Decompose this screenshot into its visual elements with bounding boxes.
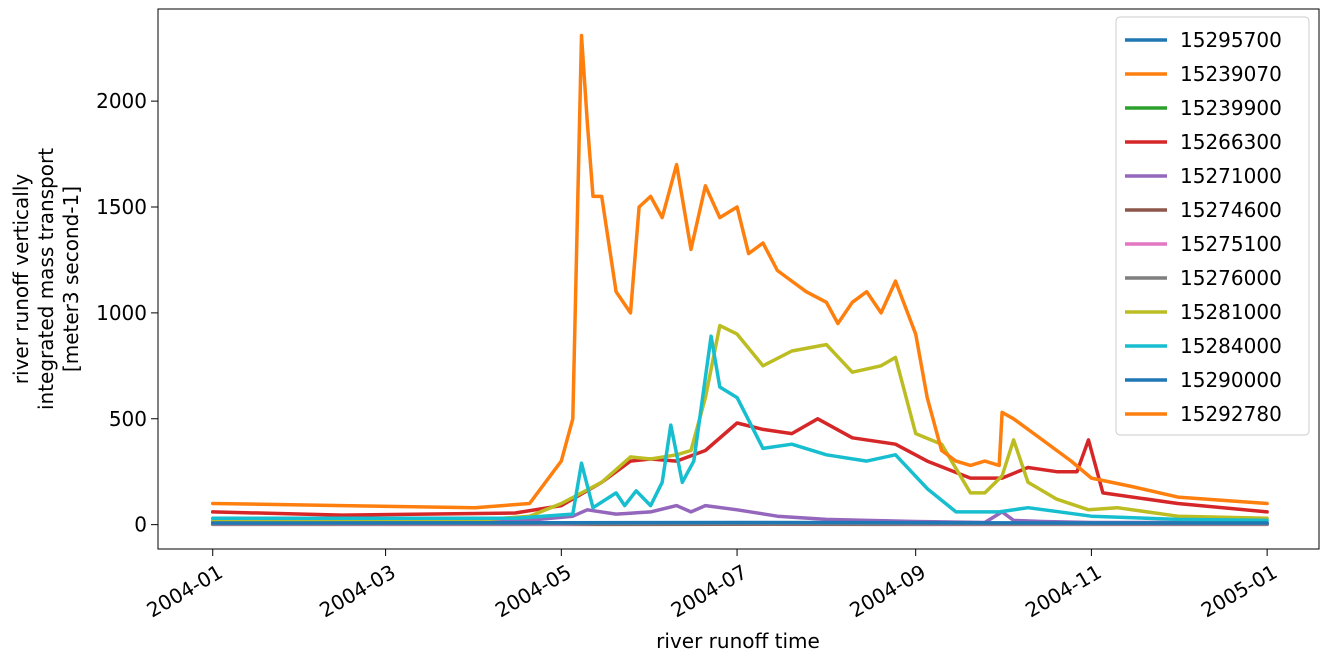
plot-area-frame: [157, 8, 1320, 550]
legend-label: 15284000: [1180, 334, 1282, 358]
series-line-15292780: [210, 33, 1269, 510]
x-tick-label: 2004-03: [315, 560, 399, 623]
x-tick-label: 2004-09: [845, 560, 929, 623]
x-axis: 2004-01 2004-03 2004-05 2004-07 2004-09 2004-…: [142, 549, 1281, 622]
legend-label: 15292780: [1180, 402, 1282, 426]
series-line-15266300: [210, 417, 1269, 517]
y-axis-title: river runoff vertically integrated mass …: [9, 148, 83, 410]
legend-label: 15275100: [1180, 232, 1282, 256]
legend-label: 15281000: [1180, 300, 1282, 324]
legend-label: 15295700: [1180, 28, 1282, 52]
y-axis-title-line-1: river runoff vertically: [9, 174, 33, 385]
x-tick-label: 2005-01: [1197, 560, 1281, 623]
y-tick-label: 1500: [96, 195, 147, 219]
x-tick-label: 2004-01: [142, 560, 226, 623]
y-axis: 0 500 1000 1500 2000: [96, 89, 158, 537]
legend-label: 15274600: [1180, 198, 1282, 222]
y-tick-label: 2000: [96, 89, 147, 113]
x-tick-label: 2004-11: [1021, 560, 1105, 623]
legend-label: 15271000: [1180, 164, 1282, 188]
x-axis-title: river runoff time: [656, 629, 820, 653]
series-line-15284000: [210, 334, 1269, 523]
legend-label: 15239900: [1180, 96, 1282, 120]
series-line-15271000: [210, 503, 1269, 525]
series-line-15281000: [210, 323, 1269, 523]
x-tick-label: 2004-05: [491, 560, 575, 623]
legend-label: 15290000: [1180, 368, 1282, 392]
y-tick-label: 0: [134, 513, 147, 537]
y-axis-title-line-2: integrated mass transport: [34, 148, 58, 410]
legend-box: [1115, 16, 1310, 436]
legend-label: 15239070: [1180, 62, 1282, 86]
legend-label: 15276000: [1180, 266, 1282, 290]
y-axis-title-line-3: [meter3 second-1]: [59, 186, 83, 372]
x-tick-label: 2004-07: [667, 560, 751, 623]
legend: 15295700 15239070 15239900 15266300 15271000…: [1115, 16, 1310, 436]
legend-label: 15266300: [1180, 130, 1282, 154]
y-tick-label: 1000: [96, 301, 147, 325]
series-layer: [210, 33, 1269, 527]
y-tick-label: 500: [109, 407, 147, 431]
series-line-15290000: [210, 520, 1269, 525]
